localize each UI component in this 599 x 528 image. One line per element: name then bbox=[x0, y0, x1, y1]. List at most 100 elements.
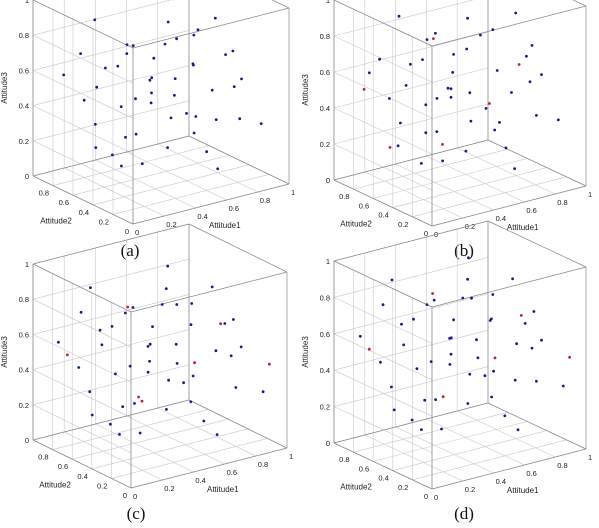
data-point-blue bbox=[491, 28, 495, 31]
data-point-blue bbox=[202, 419, 206, 423]
data-point-blue bbox=[138, 431, 142, 435]
box-edge bbox=[333, 402, 489, 444]
data-point-red bbox=[493, 356, 497, 360]
data-point-blue bbox=[484, 107, 488, 110]
floor-grid-line bbox=[72, 154, 230, 196]
data-point-blue bbox=[378, 57, 381, 61]
data-point-blue bbox=[166, 264, 170, 268]
data-point-blue bbox=[116, 64, 120, 68]
floor-grid-line bbox=[95, 159, 196, 209]
data-point-blue bbox=[412, 317, 415, 321]
data-point-blue bbox=[510, 91, 513, 94]
back-wall-grid-line bbox=[333, 329, 489, 371]
data-point-blue bbox=[131, 306, 135, 309]
data-point-blue bbox=[148, 342, 152, 346]
data-point-blue bbox=[110, 325, 114, 328]
floor-grid-line bbox=[126, 415, 225, 465]
floor-grid-line bbox=[392, 430, 547, 471]
z-tick-label: 0 bbox=[25, 436, 29, 445]
data-point-blue bbox=[160, 303, 164, 306]
x-tick-label: 1 bbox=[588, 190, 592, 199]
data-point-blue bbox=[367, 71, 371, 75]
data-point-blue bbox=[435, 97, 439, 100]
data-point-blue bbox=[540, 73, 543, 76]
data-point-blue bbox=[79, 52, 82, 55]
data-point-blue bbox=[261, 390, 265, 394]
data-point-blue bbox=[224, 53, 228, 56]
data-point-red bbox=[431, 292, 434, 295]
data-point-blue bbox=[94, 146, 98, 150]
data-point-blue bbox=[513, 378, 517, 382]
side-wall-grid-line bbox=[32, 70, 134, 119]
data-point-blue bbox=[131, 44, 135, 48]
floor-grid-line bbox=[91, 428, 248, 470]
data-point-blue bbox=[449, 95, 453, 99]
data-point-blue bbox=[388, 97, 391, 100]
data-point-blue bbox=[503, 414, 507, 418]
floor-grid-line bbox=[64, 167, 165, 217]
floor-grid-line bbox=[353, 148, 508, 190]
z-tick-label: 0 bbox=[326, 176, 330, 185]
x-tick-label: 0.2 bbox=[166, 220, 176, 229]
box-edge bbox=[333, 0, 433, 47]
floor-grid-line bbox=[412, 439, 567, 481]
data-point-blue bbox=[231, 49, 235, 53]
data-point-blue bbox=[232, 318, 235, 321]
floor-grid-line bbox=[457, 410, 556, 458]
back-wall-grid-line bbox=[333, 366, 489, 407]
data-point-blue bbox=[476, 356, 480, 360]
data-point-blue bbox=[432, 298, 436, 302]
data-point-blue bbox=[98, 328, 102, 332]
z-tick-label: 0.8 bbox=[19, 31, 29, 40]
x-tick-label: 0.8 bbox=[557, 198, 567, 207]
data-point-blue bbox=[475, 338, 478, 342]
data-point-blue bbox=[449, 352, 453, 356]
floor-grid-line bbox=[157, 143, 258, 193]
y-tick-label: 0 bbox=[123, 491, 127, 500]
data-point-blue bbox=[504, 146, 508, 150]
back-wall-grid-line bbox=[32, 0, 172, 36]
data-point-blue bbox=[150, 76, 154, 79]
data-point-blue bbox=[535, 379, 538, 383]
z-tick-label: 0.2 bbox=[320, 140, 330, 149]
back-wall-grid-line bbox=[333, 257, 489, 298]
side-wall-grid-line bbox=[32, 34, 134, 84]
x-tick-label: 0 bbox=[135, 228, 139, 237]
data-point-blue bbox=[468, 91, 472, 95]
data-point-blue bbox=[133, 402, 136, 405]
box-edge bbox=[333, 442, 433, 490]
side-wall-grid-line bbox=[32, 404, 132, 454]
box-edge bbox=[431, 185, 587, 227]
back-wall-grid-line bbox=[333, 67, 489, 109]
data-point-blue bbox=[528, 80, 532, 84]
back-wall-grid-line bbox=[333, 293, 489, 335]
side-wall-grid-line bbox=[32, 105, 134, 154]
x-tick-label: 0.2 bbox=[164, 484, 174, 493]
floor-grid-line bbox=[353, 411, 508, 453]
y-tick-label: 0.6 bbox=[58, 462, 68, 471]
data-point-blue bbox=[125, 52, 129, 55]
box-edge bbox=[333, 260, 433, 308]
data-point-blue bbox=[164, 287, 168, 290]
data-point-blue bbox=[148, 359, 152, 363]
y-tick-label: 0.4 bbox=[77, 472, 87, 481]
data-point-red bbox=[517, 63, 521, 66]
z-tick-label: 0.8 bbox=[19, 295, 29, 304]
floor-grid-line bbox=[111, 438, 268, 479]
floor-grid-line bbox=[52, 409, 209, 450]
data-point-blue bbox=[511, 277, 514, 281]
data-point-blue bbox=[440, 427, 443, 431]
data-point-blue bbox=[118, 433, 121, 436]
data-point-blue bbox=[215, 433, 219, 436]
side-wall-grid-line bbox=[333, 107, 433, 155]
data-point-red bbox=[367, 347, 371, 351]
box-edge bbox=[487, 220, 587, 268]
y-tick-label: 0.6 bbox=[59, 198, 69, 207]
data-point-blue bbox=[134, 132, 138, 136]
y-axis-label: Attitude2 bbox=[40, 217, 72, 226]
y-tick-label: 0.4 bbox=[378, 474, 388, 483]
z-tick-label: 0.8 bbox=[320, 293, 330, 302]
back-wall-grid-line bbox=[32, 364, 190, 406]
x-tick-label: 0 bbox=[133, 492, 137, 501]
z-axis-label: Attitude3 bbox=[301, 74, 310, 106]
